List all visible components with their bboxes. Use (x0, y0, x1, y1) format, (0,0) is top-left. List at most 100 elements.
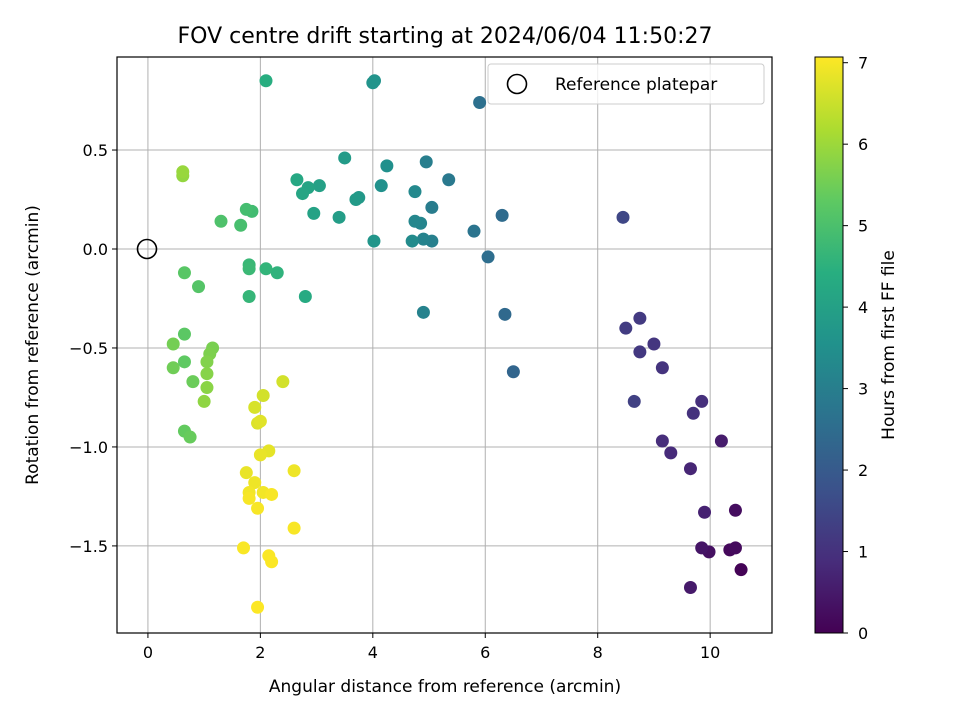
data-point (166, 337, 180, 351)
data-point (416, 232, 430, 246)
data-point (633, 345, 647, 359)
chart-title: FOV centre drift starting at 2024/06/04 … (178, 24, 713, 49)
data-point (728, 503, 742, 517)
data-point (290, 173, 304, 187)
data-point (177, 355, 191, 369)
data-point (419, 155, 433, 169)
colorbar-tick-label: 2 (858, 461, 868, 480)
data-point (239, 466, 253, 480)
data-point (442, 173, 456, 187)
data-point (296, 187, 310, 201)
x-axis-label: Angular distance from reference (arcmin) (269, 677, 621, 697)
data-point (276, 375, 290, 389)
data-points (166, 74, 748, 614)
x-tick-label: 4 (368, 643, 378, 662)
data-point (307, 206, 321, 220)
data-point (242, 262, 256, 276)
data-point (695, 541, 709, 555)
x-tick-label: 2 (255, 643, 265, 662)
data-point (248, 476, 262, 490)
data-point (408, 214, 422, 228)
data-point (619, 321, 633, 335)
data-point (416, 305, 430, 319)
data-point (242, 491, 256, 505)
data-point (734, 563, 748, 577)
data-point (633, 311, 647, 325)
data-point (270, 266, 284, 280)
data-point (234, 218, 248, 232)
data-point (253, 448, 267, 462)
data-point (192, 280, 206, 294)
data-point (186, 375, 200, 389)
x-tick-label: 0 (143, 643, 153, 662)
data-point (312, 179, 326, 193)
colorbar: 0 1 2 3 4 5 6 7 Hours from first FF file (814, 54, 899, 643)
data-point (664, 446, 678, 460)
data-point (177, 266, 191, 280)
data-point (259, 74, 273, 88)
data-point (698, 505, 712, 519)
y-axis-ticks: −1.5 −1.0 −0.5 0.0 0.5 (69, 141, 117, 556)
data-point (265, 487, 279, 501)
data-point (683, 462, 697, 476)
legend: Reference platepar (487, 63, 765, 105)
y-tick-label: 0.5 (83, 141, 108, 160)
data-point (498, 307, 512, 321)
data-point (239, 202, 253, 216)
y-tick-label: 0.0 (83, 240, 108, 259)
x-tick-label: 6 (480, 643, 490, 662)
colorbar-tick-label: 0 (858, 624, 868, 643)
data-point (200, 367, 214, 381)
colorbar-tick-label: 4 (858, 298, 868, 317)
data-point (237, 541, 251, 555)
data-point (655, 361, 669, 375)
colorbar-label: Hours from first FF file (879, 250, 899, 440)
y-axis-label: Rotation from reference (arcmin) (23, 205, 43, 485)
data-point (197, 394, 211, 408)
plot-frame (116, 56, 773, 634)
x-axis-ticks: 0 2 4 6 8 10 (143, 633, 720, 662)
data-point (495, 208, 509, 222)
data-point (265, 555, 279, 569)
legend-label: Reference platepar (555, 75, 717, 95)
data-point (473, 96, 487, 110)
y-tick-label: −1.5 (69, 537, 108, 556)
data-point (686, 406, 700, 420)
data-point (655, 434, 669, 448)
data-point (166, 361, 180, 375)
data-point (248, 400, 262, 414)
data-point (256, 388, 270, 402)
data-point (253, 414, 267, 428)
data-point (251, 600, 265, 614)
legend-box (487, 63, 765, 105)
data-point (298, 290, 312, 304)
data-point (177, 327, 191, 341)
colorbar-tick-label: 7 (858, 54, 868, 73)
data-point (380, 159, 394, 173)
colorbar-tick-label: 1 (858, 543, 868, 562)
data-point (374, 179, 388, 193)
y-tick-label: −1.0 (69, 438, 108, 457)
data-point (683, 580, 697, 594)
data-point (714, 434, 728, 448)
colorbar-tick-label: 3 (858, 380, 868, 399)
grid-lines (117, 57, 772, 633)
colorbar-tick-label: 6 (858, 135, 868, 154)
data-point (176, 165, 190, 179)
data-point (481, 250, 495, 264)
x-tick-label: 8 (593, 643, 603, 662)
data-point (214, 214, 228, 228)
data-point (425, 200, 439, 214)
data-point (627, 394, 641, 408)
data-point (259, 262, 273, 276)
y-tick-label: −0.5 (69, 339, 108, 358)
legend-marker (506, 73, 528, 95)
data-point (287, 464, 301, 478)
data-point (366, 76, 380, 90)
reference-point (136, 238, 158, 260)
data-point (616, 210, 630, 224)
data-point (183, 430, 197, 444)
data-point (506, 365, 520, 379)
colorbar-ticks: 0 1 2 3 4 5 6 7 (843, 54, 868, 643)
